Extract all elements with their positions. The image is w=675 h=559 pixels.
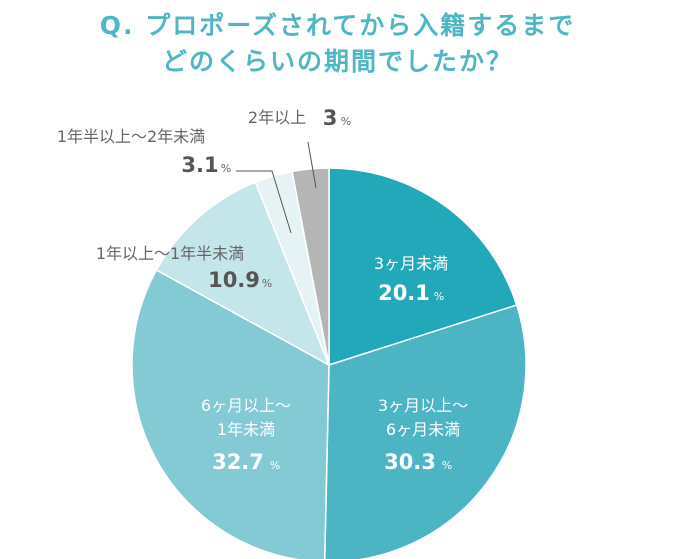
chart-title-line-1: Q. プロポーズされてから入籍するまで [99, 11, 576, 40]
pie-slice-2 [323, 304, 527, 559]
slice-unit-1: % [434, 290, 444, 303]
slice-label-6: 2年以上 [248, 108, 306, 127]
leader-line-1-5-to-2-years [236, 170, 292, 234]
chart-title-line-2: どのくらいの期間でしたか？ [161, 47, 513, 76]
pie-slice-3 [131, 268, 330, 559]
slice-unit-2: % [442, 459, 452, 472]
leader-line-2-years-plus [307, 141, 317, 189]
slice-unit-3: % [270, 459, 280, 472]
slice-unit-5: % [221, 162, 231, 175]
slice-label-5: 1年半以上〜2年未満 [57, 127, 205, 146]
slice-label-2: 3ヶ月以上〜 6ヶ月未満 [378, 396, 468, 439]
pie-slices [131, 167, 527, 559]
slice-value-3: 32.7 [212, 450, 264, 474]
pie-slice-1 [328, 167, 518, 367]
slice-label-4: 1年以上〜1年半未満 [96, 244, 244, 263]
pie-slice-4 [155, 181, 331, 367]
pie-slice-6 [291, 167, 330, 366]
slice-value-6: 3 [323, 106, 338, 130]
slice-value-5: 3.1 [181, 153, 218, 177]
slice-value-1: 20.1 [378, 281, 430, 305]
slice-unit-6: % [341, 115, 351, 128]
slice-value-4: 10.9 [208, 268, 260, 292]
slice-label-1: 3ヶ月未満 [374, 254, 448, 273]
slice-value-2: 30.3 [384, 450, 436, 474]
slice-label-3: 6ヶ月以上〜 1年未満 [201, 396, 291, 439]
leader-lines [236, 141, 317, 234]
slice-unit-4: % [262, 277, 272, 290]
